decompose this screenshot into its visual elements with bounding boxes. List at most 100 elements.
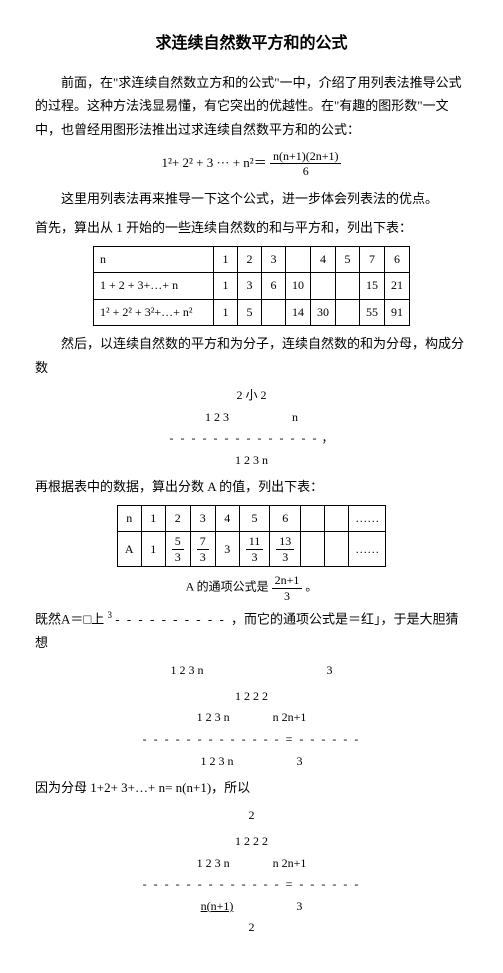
cell: 6 (385, 246, 410, 273)
cell: 55 (360, 299, 385, 326)
term-num: 2n+1 (272, 573, 303, 588)
cell: 5 (336, 246, 360, 273)
line: 1 2 3 n (197, 710, 230, 724)
dots: - - - - - - - - - - - - - - (170, 431, 319, 445)
cell (301, 505, 325, 532)
cell: n (94, 246, 214, 273)
cell: A (117, 532, 141, 567)
cell: 15 (360, 273, 385, 300)
cell: 5 (239, 505, 270, 532)
cell: 1 (141, 505, 165, 532)
paragraph-2: 这里用列表法再来推导一下这个公式，进一步体会列表法的优点。 (35, 187, 468, 210)
two: 2 (35, 805, 468, 827)
cell: 14 (286, 299, 311, 326)
page-title: 求连续自然数平方和的公式 (35, 30, 468, 59)
line: 1 2 2 2 (235, 689, 268, 703)
cell: 1 (141, 532, 165, 567)
dots: - - - - - - - - - - - - - = - - - - - - (143, 732, 361, 746)
expr-n: n (292, 410, 298, 424)
comma: ， (321, 431, 333, 445)
expr-line: 1 2 3 (205, 410, 229, 424)
line: 3 (296, 899, 302, 913)
data-table-1: n 1 2 3 4 5 7 6 1 + 2 + 3+…+ n 1 3 6 10 … (93, 246, 410, 327)
table-row: A 1 53 73 3 113 133 …… (117, 532, 386, 567)
cell: 113 (239, 532, 270, 567)
paragraph-7: 既然A＝□上 3 - - - - - - - - - - ，而它的通项公式是＝红… (35, 607, 468, 654)
cell (262, 299, 286, 326)
cell: …… (349, 505, 386, 532)
paragraph-4: 然后，以连续自然数的平方和为分子，连续自然数的和为分母，构成分数 (35, 332, 468, 379)
cell (325, 505, 349, 532)
line: 3 (297, 754, 303, 768)
data-table-2: n 1 2 3 4 5 6 …… A 1 53 73 3 113 133 …… (117, 505, 387, 567)
sup: 3 (108, 610, 113, 620)
line: 1 2 3 n (197, 856, 230, 870)
line: 1 2 3 n (201, 754, 234, 768)
cell: 2 (165, 505, 190, 532)
cell: 1 + 2 + 3+…+ n (94, 273, 214, 300)
cell (325, 532, 349, 567)
derivation-2: 1 2 2 2 1 2 3 n n 2n+1 - - - - - - - - -… (35, 831, 468, 939)
cell (336, 273, 360, 300)
seq: 1 2 3 n (171, 663, 204, 677)
expr-block: 1 2 3 n 3 (35, 660, 468, 682)
cell: 133 (270, 532, 301, 567)
expr-line: 2 小 2 (236, 388, 266, 402)
fraction-expression-1: 2 小 2 1 2 3 n - - - - - - - - - - - - - … (35, 385, 468, 471)
period: 。 (305, 580, 317, 594)
cell: 4 (311, 246, 336, 273)
cell (301, 532, 325, 567)
cell: 1 (214, 273, 238, 300)
cell: 91 (385, 299, 410, 326)
cell: 7 (360, 246, 385, 273)
cell: 5 (238, 299, 262, 326)
dots: - - - - - - - - - - (115, 611, 231, 626)
cell: 3 (215, 532, 239, 567)
cell (311, 273, 336, 300)
cell: 30 (311, 299, 336, 326)
line: n 2n+1 (273, 856, 307, 870)
cell: 3 (262, 246, 286, 273)
line: 2 (249, 920, 255, 934)
formula-denominator: 6 (270, 164, 342, 178)
table-row: 1 + 2 + 3+…+ n 1 3 6 10 15 21 (94, 273, 410, 300)
cell: 1 (214, 246, 238, 273)
table-row: n 1 2 3 4 5 7 6 (94, 246, 410, 273)
table-row: 1² + 2² + 3²+…+ n² 1 5 14 30 55 91 (94, 299, 410, 326)
three: 3 (327, 663, 333, 677)
cell (336, 299, 360, 326)
cell: 1² + 2² + 3²+…+ n² (94, 299, 214, 326)
cell: …… (349, 532, 386, 567)
formula-fraction: n(n+1)(2n+1) 6 (270, 149, 342, 179)
cell: 53 (165, 532, 190, 567)
expr-line: 1 2 3 n (235, 453, 268, 467)
cell: 10 (286, 273, 311, 300)
cell: 3 (190, 505, 215, 532)
paragraph-5: 再根据表中的数据，算出分数 A 的值，列出下表： (35, 475, 468, 498)
line: n(n+1) (201, 899, 234, 913)
label: A 的通项公式是 (186, 580, 269, 594)
line: 1 2 2 2 (235, 834, 268, 848)
cell: 3 (238, 273, 262, 300)
cell: 6 (262, 273, 286, 300)
cell: 2 (238, 246, 262, 273)
cell: 1 (214, 299, 238, 326)
cell: 21 (385, 273, 410, 300)
table-row: n 1 2 3 4 5 6 …… (117, 505, 386, 532)
cell: 73 (190, 532, 215, 567)
term-fraction: 2n+1 3 (272, 573, 303, 603)
intro-paragraph: 前面，在"求连续自然数立方和的公式"一中，介绍了用列表法推导公式 的过程。这种方… (35, 71, 468, 141)
main-formula: 1²+ 2² + 3 ··· + n²＝ n(n+1)(2n+1) 6 (35, 149, 468, 179)
term-den: 3 (272, 589, 303, 603)
cell (286, 246, 311, 273)
paragraph-3: 首先，算出从 1 开始的一些连续自然数的和与平方和，列出下表： (35, 216, 468, 239)
formula-left: 1²+ 2² + 3 ··· + n²＝ (162, 155, 267, 170)
cell: 6 (270, 505, 301, 532)
formula-numerator: n(n+1)(2n+1) (270, 149, 342, 164)
general-term: A 的通项公式是 2n+1 3 。 (35, 573, 468, 603)
derivation-1: 1 2 2 2 1 2 3 n n 2n+1 - - - - - - - - -… (35, 686, 468, 772)
paragraph-8: 因为分母 1+2+ 3+…+ n= n(n+1)，所以 (35, 776, 468, 799)
text: 既然A＝□上 (35, 611, 104, 626)
dots: - - - - - - - - - - - - - = - - - - - - (143, 877, 361, 891)
cell: 4 (215, 505, 239, 532)
